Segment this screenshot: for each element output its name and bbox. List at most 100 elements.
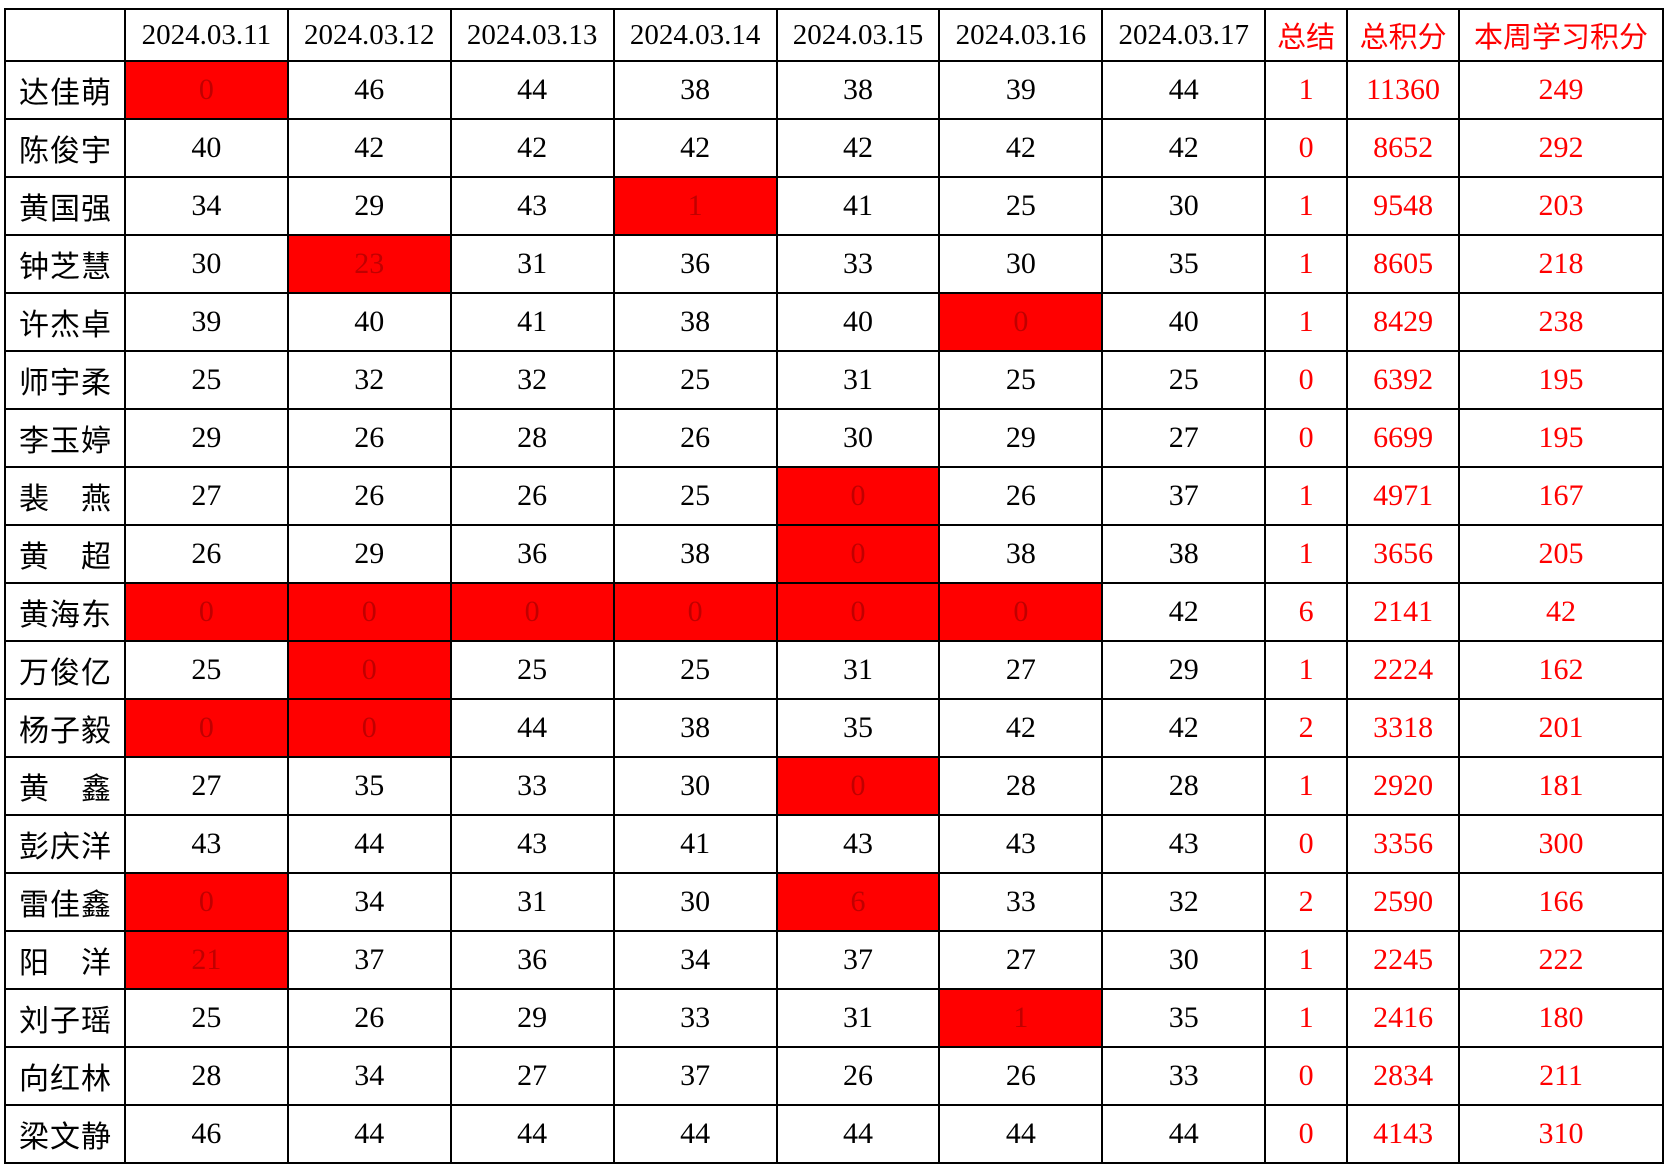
day-score-cell: 32 xyxy=(1101,872,1267,932)
table-row: 师宇柔 25 32 32 25 31 25 25 0 6392 195 xyxy=(4,350,1664,410)
day-score-cell: 36 xyxy=(449,930,615,990)
week-points-cell: 42 xyxy=(1458,582,1664,642)
total-points-cell: 8429 xyxy=(1346,292,1461,352)
summary-cell: 2 xyxy=(1264,872,1349,932)
student-name-label: 黄国强 xyxy=(19,193,111,226)
day-score-cell: 30 xyxy=(1101,930,1267,990)
table-row: 达佳萌 0 46 44 38 38 39 44 1 11360 249 xyxy=(4,60,1664,120)
day-score-cell: 1 xyxy=(938,988,1104,1048)
day-score-cell: 30 xyxy=(938,234,1104,294)
day-score-cell: 43 xyxy=(938,814,1104,874)
day-score-cell: 30 xyxy=(612,756,778,816)
day-score-cell: 44 xyxy=(612,1104,778,1164)
summary-cell: 6 xyxy=(1264,582,1349,642)
table-row: 杨子毅 0 0 44 38 35 42 42 2 3318 201 xyxy=(4,698,1664,758)
day-score-cell: 31 xyxy=(775,988,941,1048)
day-score-cell: 44 xyxy=(938,1104,1104,1164)
day-score-cell: 0 xyxy=(286,640,452,700)
day-score-cell: 26 xyxy=(286,466,452,526)
day-score-cell: 42 xyxy=(938,698,1104,758)
day-score-cell: 42 xyxy=(612,118,778,178)
day-score-cell: 0 xyxy=(775,582,941,642)
day-score-cell: 38 xyxy=(612,292,778,352)
day-score-cell: 40 xyxy=(775,292,941,352)
summary-cell: 1 xyxy=(1264,60,1349,120)
week-points-cell: 211 xyxy=(1458,1046,1664,1106)
day-score-cell: 38 xyxy=(775,60,941,120)
student-name-label: 钟芝慧 xyxy=(19,251,111,284)
student-name-cell: 黄海东 xyxy=(4,582,126,642)
total-points-cell: 8652 xyxy=(1346,118,1461,178)
day-score-cell: 29 xyxy=(938,408,1104,468)
day-score-cell: 44 xyxy=(449,698,615,758)
day-score-cell: 25 xyxy=(1101,350,1267,410)
day-score-cell: 0 xyxy=(123,582,289,642)
date-header: 2024.03.16 xyxy=(938,8,1104,62)
table-body: 达佳萌 0 46 44 38 38 39 44 1 11360 249 陈俊宇 40 42 42 42 42 42… xyxy=(4,60,1664,1164)
day-score-cell: 23 xyxy=(286,234,452,294)
summary-cell: 1 xyxy=(1264,292,1349,352)
day-score-cell: 34 xyxy=(286,872,452,932)
table-row: 刘子瑶 25 26 29 33 31 1 35 1 2416 180 xyxy=(4,988,1664,1048)
day-score-cell: 43 xyxy=(123,814,289,874)
day-score-cell: 44 xyxy=(286,1104,452,1164)
summary-cell: 1 xyxy=(1264,640,1349,700)
student-name-label: 刘子瑶 xyxy=(19,1005,111,1038)
corner-cell xyxy=(4,8,126,62)
day-score-cell: 39 xyxy=(938,60,1104,120)
student-name-label: 达佳萌 xyxy=(19,77,111,110)
score-table: 2024.03.11 2024.03.12 2024.03.13 2024.03… xyxy=(4,8,1664,1164)
student-name-label: 黄海东 xyxy=(19,599,111,632)
day-score-cell: 35 xyxy=(1101,988,1267,1048)
day-score-cell: 31 xyxy=(775,350,941,410)
day-score-cell: 42 xyxy=(938,118,1104,178)
total-points-cell: 6699 xyxy=(1346,408,1461,468)
day-score-cell: 30 xyxy=(123,234,289,294)
student-name-label: 阳洋 xyxy=(19,947,111,980)
table-row: 阳洋 21 37 36 34 37 27 30 1 2245 222 xyxy=(4,930,1664,990)
table-row: 雷佳鑫 0 34 31 30 6 33 32 2 2590 166 xyxy=(4,872,1664,932)
day-score-cell: 27 xyxy=(938,640,1104,700)
day-score-cell: 28 xyxy=(123,1046,289,1106)
day-score-cell: 38 xyxy=(1101,524,1267,584)
day-score-cell: 44 xyxy=(1101,1104,1267,1164)
day-score-cell: 46 xyxy=(123,1104,289,1164)
student-name-cell: 雷佳鑫 xyxy=(4,872,126,932)
student-name-cell: 达佳萌 xyxy=(4,60,126,120)
table-row: 陈俊宇 40 42 42 42 42 42 42 0 8652 292 xyxy=(4,118,1664,178)
day-score-cell: 0 xyxy=(938,292,1104,352)
week-points-header: 本周学习积分 xyxy=(1458,8,1664,62)
table-row: 黄国强 34 29 43 1 41 25 30 1 9548 203 xyxy=(4,176,1664,236)
student-name-label: 黄鑫 xyxy=(19,773,111,806)
total-points-cell: 2141 xyxy=(1346,582,1461,642)
day-score-cell: 27 xyxy=(938,930,1104,990)
day-score-cell: 1 xyxy=(612,176,778,236)
day-score-cell: 43 xyxy=(1101,814,1267,874)
summary-cell: 1 xyxy=(1264,176,1349,236)
student-name-cell: 梁文静 xyxy=(4,1104,126,1164)
day-score-cell: 35 xyxy=(286,756,452,816)
day-score-cell: 36 xyxy=(612,234,778,294)
table-row: 钟芝慧 30 23 31 36 33 30 35 1 8605 218 xyxy=(4,234,1664,294)
total-points-cell: 11360 xyxy=(1346,60,1461,120)
week-points-cell: 300 xyxy=(1458,814,1664,874)
day-score-cell: 25 xyxy=(612,640,778,700)
day-score-cell: 37 xyxy=(1101,466,1267,526)
day-score-cell: 0 xyxy=(775,756,941,816)
day-score-cell: 42 xyxy=(1101,698,1267,758)
student-name-label: 雷佳鑫 xyxy=(19,889,111,922)
student-name-cell: 许杰卓 xyxy=(4,292,126,352)
day-score-cell: 43 xyxy=(775,814,941,874)
day-score-cell: 25 xyxy=(123,350,289,410)
day-score-cell: 25 xyxy=(449,640,615,700)
summary-cell: 1 xyxy=(1264,524,1349,584)
day-score-cell: 41 xyxy=(612,814,778,874)
student-name-cell: 陈俊宇 xyxy=(4,118,126,178)
day-score-cell: 31 xyxy=(775,640,941,700)
day-score-cell: 0 xyxy=(938,582,1104,642)
student-name-cell: 钟芝慧 xyxy=(4,234,126,294)
table-row: 黄超 26 29 36 38 0 38 38 1 3656 205 xyxy=(4,524,1664,584)
day-score-cell: 0 xyxy=(286,698,452,758)
student-name-cell: 彭庆洋 xyxy=(4,814,126,874)
week-points-cell: 249 xyxy=(1458,60,1664,120)
